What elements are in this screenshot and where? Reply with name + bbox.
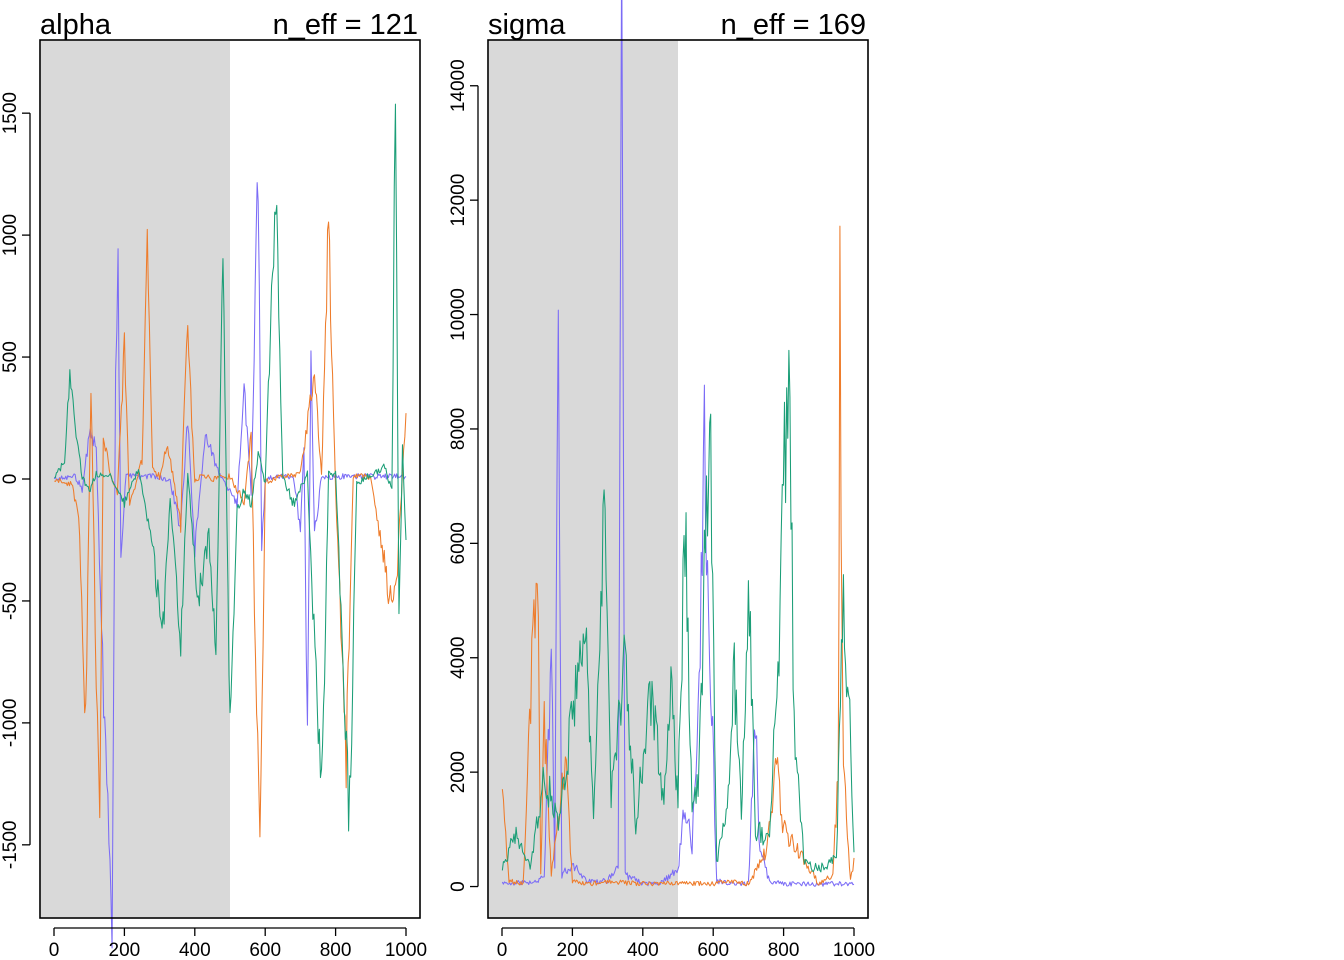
sigma-x-tick-label: 200: [557, 940, 589, 960]
alpha-x-tick-label: 1000: [385, 940, 427, 960]
sigma-x-axis: 0 200 400 600 800 1000: [497, 927, 875, 960]
alpha-x-tick-label: 800: [320, 940, 352, 960]
sigma-trace-chain-3: [501, 349, 855, 873]
alpha-y-tick-label: 1500: [0, 92, 21, 134]
sigma-panel: 0 200 400 600 800 1000 0 2000 4000 6000 8000 10000…: [448, 0, 875, 960]
alpha-traces: [53, 103, 407, 949]
sigma-y-tick-label: 12000: [448, 174, 469, 227]
sigma-x-tick-label: 800: [768, 940, 800, 960]
sigma-plot-frame: [487, 39, 869, 919]
sigma-title: sigma: [488, 9, 566, 41]
sigma-x-tick-label: 0: [497, 940, 508, 960]
alpha-y-tick-label: 1000: [0, 214, 21, 256]
sigma-y-tick-label: 6000: [448, 522, 469, 564]
sigma-traces: [501, 0, 855, 887]
sigma-trace-chain-1: [501, 0, 855, 887]
sigma-y-tick-label: 0: [448, 881, 469, 892]
sigma-trace-chain-2: [501, 225, 855, 887]
sigma-y-tick-label: 4000: [448, 637, 469, 679]
sigma-y-axis: 0 2000 4000 6000 8000 10000 12000 14000: [448, 59, 479, 892]
alpha-y-tick-label: -1500: [0, 821, 21, 870]
alpha-panel: 0 200 400 600 800 1000 -1500 -1000 -500 0 500 1000…: [0, 9, 427, 960]
alpha-plot-frame: [39, 39, 421, 919]
alpha-x-axis: 0 200 400 600 800 1000: [49, 927, 427, 960]
alpha-x-tick-label: 400: [179, 940, 211, 960]
sigma-y-tick-label: 10000: [448, 288, 469, 341]
alpha-x-tick-label: 200: [109, 940, 141, 960]
alpha-x-tick-label: 0: [49, 940, 60, 960]
alpha-trace-chain-3: [54, 103, 407, 832]
sigma-x-tick-label: 1000: [833, 940, 875, 960]
sigma-y-tick-label: 2000: [448, 751, 469, 793]
sigma-x-tick-label: 600: [697, 940, 729, 960]
alpha-y-tick-label: -500: [0, 582, 21, 620]
alpha-trace-chain-1: [53, 182, 407, 949]
alpha-y-tick-label: -1000: [0, 699, 21, 748]
alpha-title: alpha: [40, 9, 112, 41]
sigma-n-eff-label: n_eff = 169: [721, 9, 866, 41]
alpha-n-eff-label: n_eff = 121: [273, 9, 418, 41]
sigma-y-tick-label: 8000: [448, 408, 469, 450]
alpha-y-tick-label: 0: [0, 474, 21, 485]
sigma-y-tick-label: 14000: [448, 59, 469, 112]
alpha-y-tick-label: 500: [0, 341, 21, 373]
sigma-x-tick-label: 400: [627, 940, 659, 960]
sigma-warmup-shading: [488, 40, 678, 918]
alpha-x-tick-label: 600: [249, 940, 281, 960]
alpha-y-axis: -1500 -1000 -500 0 500 1000 1500: [0, 92, 31, 870]
